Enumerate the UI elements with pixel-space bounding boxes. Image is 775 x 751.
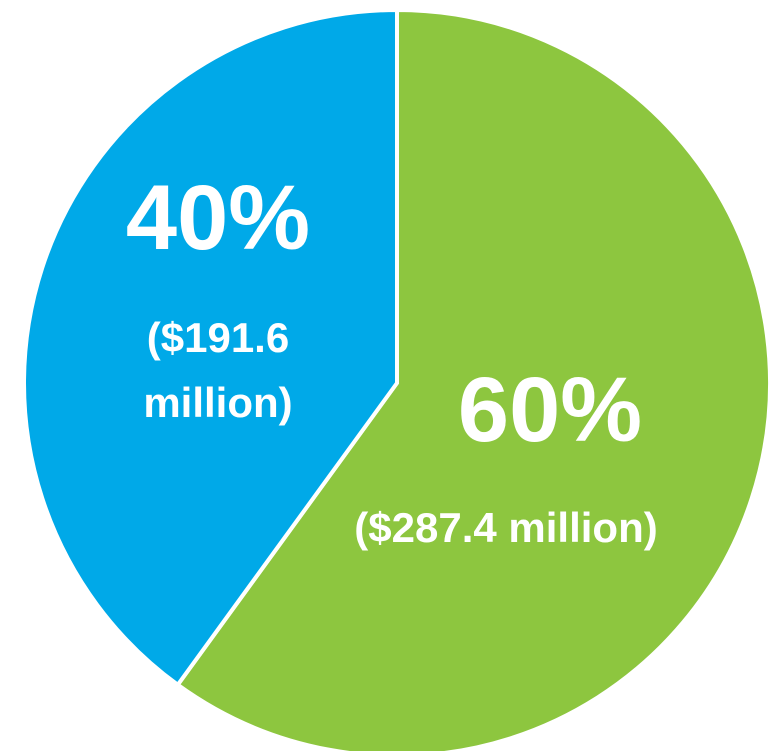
slice-60-amount-label: ($287.4 million) bbox=[354, 504, 657, 551]
slice-60-percent-label: 60% bbox=[458, 359, 642, 461]
slice-40-amount-line-1: ($191.6 bbox=[147, 314, 289, 361]
pie-slice-40-percent bbox=[22, 8, 399, 687]
slice-40-percent-label: 40% bbox=[126, 167, 310, 269]
pie-slice-60-percent bbox=[175, 8, 772, 751]
pie-slices bbox=[22, 8, 772, 751]
slice-40-amount-line-2: million) bbox=[143, 379, 292, 426]
